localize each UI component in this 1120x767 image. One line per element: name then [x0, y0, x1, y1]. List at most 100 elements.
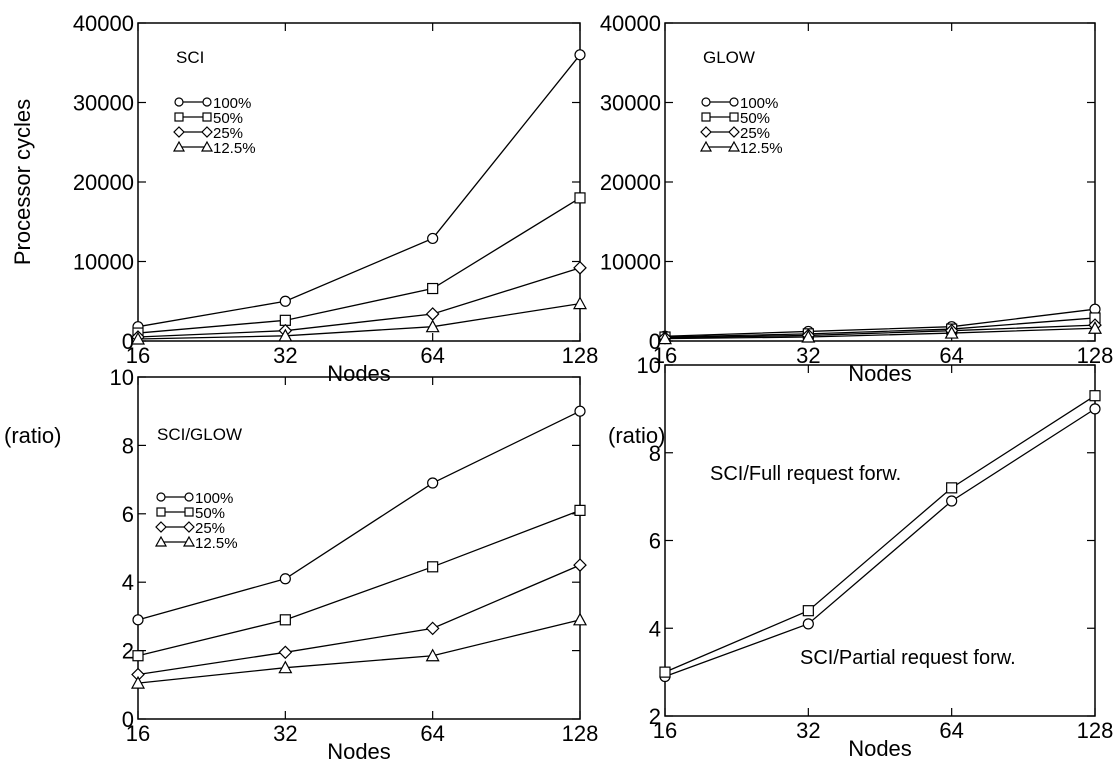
legend-label: 25%: [195, 520, 225, 537]
legend-marker: [156, 492, 166, 502]
data-point: [425, 307, 440, 321]
x-tick-label: 16: [653, 343, 677, 368]
legend-marker: [202, 112, 212, 122]
legend-marker: [701, 112, 711, 122]
y-tick-label: 40000: [73, 11, 134, 36]
legend-marker: [727, 140, 741, 152]
legend-marker: [182, 535, 196, 547]
series-1: [659, 390, 1101, 678]
data-point: [573, 558, 587, 572]
y-tick-label: 2: [122, 639, 134, 664]
x-tick-label: 32: [796, 718, 820, 743]
x-tick-label: 128: [1077, 343, 1114, 368]
y-tick-label: 4: [122, 570, 134, 595]
x-tick-label: 16: [653, 718, 677, 743]
series-3: [130, 296, 588, 345]
data-point: [132, 614, 144, 626]
data-point: [130, 331, 146, 345]
x-tick-label: 128: [562, 721, 599, 746]
series-3: [657, 321, 1103, 345]
data-point: [944, 325, 959, 339]
x-tick-label: 16: [126, 343, 150, 368]
x-tick-label: 16: [126, 721, 150, 746]
y-tick-label: 20000: [73, 170, 134, 195]
data-point: [427, 477, 439, 489]
legend-marker: [200, 140, 214, 152]
series-0: [132, 49, 586, 333]
data-point: [278, 645, 293, 660]
data-point: [425, 621, 440, 636]
x-tick-label: 64: [939, 718, 963, 743]
data-point: [802, 605, 814, 617]
series-0: [132, 405, 586, 626]
data-point: [572, 612, 588, 626]
legend-marker: [156, 507, 166, 517]
legend-label: 12.5%: [195, 535, 238, 552]
data-point: [425, 648, 440, 662]
plot-frame: [137, 376, 581, 720]
series-2: [131, 558, 587, 682]
y-axis-label: (ratio): [4, 423, 61, 448]
data-point: [572, 296, 588, 310]
y-tick-label: 2: [649, 704, 661, 729]
legend-label: 50%: [195, 505, 225, 522]
series-line: [664, 395, 1096, 673]
y-tick-label: 0: [122, 329, 134, 354]
series-line: [664, 408, 1096, 678]
data-point: [573, 261, 587, 275]
panel-title: SCI/GLOW: [157, 425, 242, 444]
series-3: [130, 612, 588, 689]
chart-ratio: 0 2 4 6 8 10 16 32 64 128 Nodes: [110, 365, 599, 764]
chart-forward: 2 4 6 8 10 16 32 64 128 Nodes: [637, 353, 1114, 761]
series-0: [659, 403, 1101, 683]
x-tick-label: 32: [273, 721, 297, 746]
y-tick-label: 10: [110, 365, 134, 390]
y-tick-label: 8: [649, 441, 661, 466]
legend-label: 25%: [213, 125, 243, 142]
data-point: [279, 614, 291, 626]
series-1: [132, 504, 586, 662]
data-point: [427, 282, 439, 295]
y-tick-label: 8: [122, 433, 134, 458]
y-axis-label: (ratio): [608, 423, 665, 448]
data-point: [574, 192, 586, 204]
x-tick-label: 128: [562, 343, 599, 368]
data-point: [132, 650, 144, 662]
x-tick-label: 64: [420, 343, 444, 368]
panel-title: SCI: [176, 48, 204, 67]
data-point: [574, 405, 586, 417]
data-point: [278, 660, 293, 674]
series-line: [137, 197, 581, 334]
data-point: [574, 49, 586, 61]
data-point: [801, 329, 816, 343]
legend-marker: [173, 126, 185, 138]
y-tick-label: 30000: [73, 91, 134, 116]
series-line: [137, 302, 581, 340]
legend-marker: [184, 492, 194, 502]
y-tick-label: 0: [122, 707, 134, 732]
series-line: [137, 619, 581, 684]
data-point: [802, 618, 814, 630]
legend-label: 100%: [213, 95, 251, 112]
y-tick-label: 6: [122, 502, 134, 527]
y-tick-label: 30000: [600, 91, 661, 116]
x-tick-label: 128: [1077, 718, 1114, 743]
x-axis-label: Nodes: [327, 361, 391, 386]
data-point: [427, 232, 439, 245]
panel-title: GLOW: [703, 48, 755, 67]
data-point: [278, 328, 293, 342]
data-point: [279, 295, 291, 307]
legend-marker: [728, 126, 740, 138]
legend-marker: [700, 126, 712, 138]
legend-marker: [729, 112, 739, 122]
plot-frame: [664, 22, 1096, 342]
series-line: [664, 317, 1096, 338]
legend: 100%50%25%12.5%: [699, 95, 783, 157]
y-tick-label: 0: [649, 329, 661, 354]
data-point: [1087, 321, 1103, 334]
legend-label: 50%: [740, 110, 770, 127]
x-axis-label: Nodes: [327, 739, 391, 764]
legend-marker: [172, 140, 186, 152]
